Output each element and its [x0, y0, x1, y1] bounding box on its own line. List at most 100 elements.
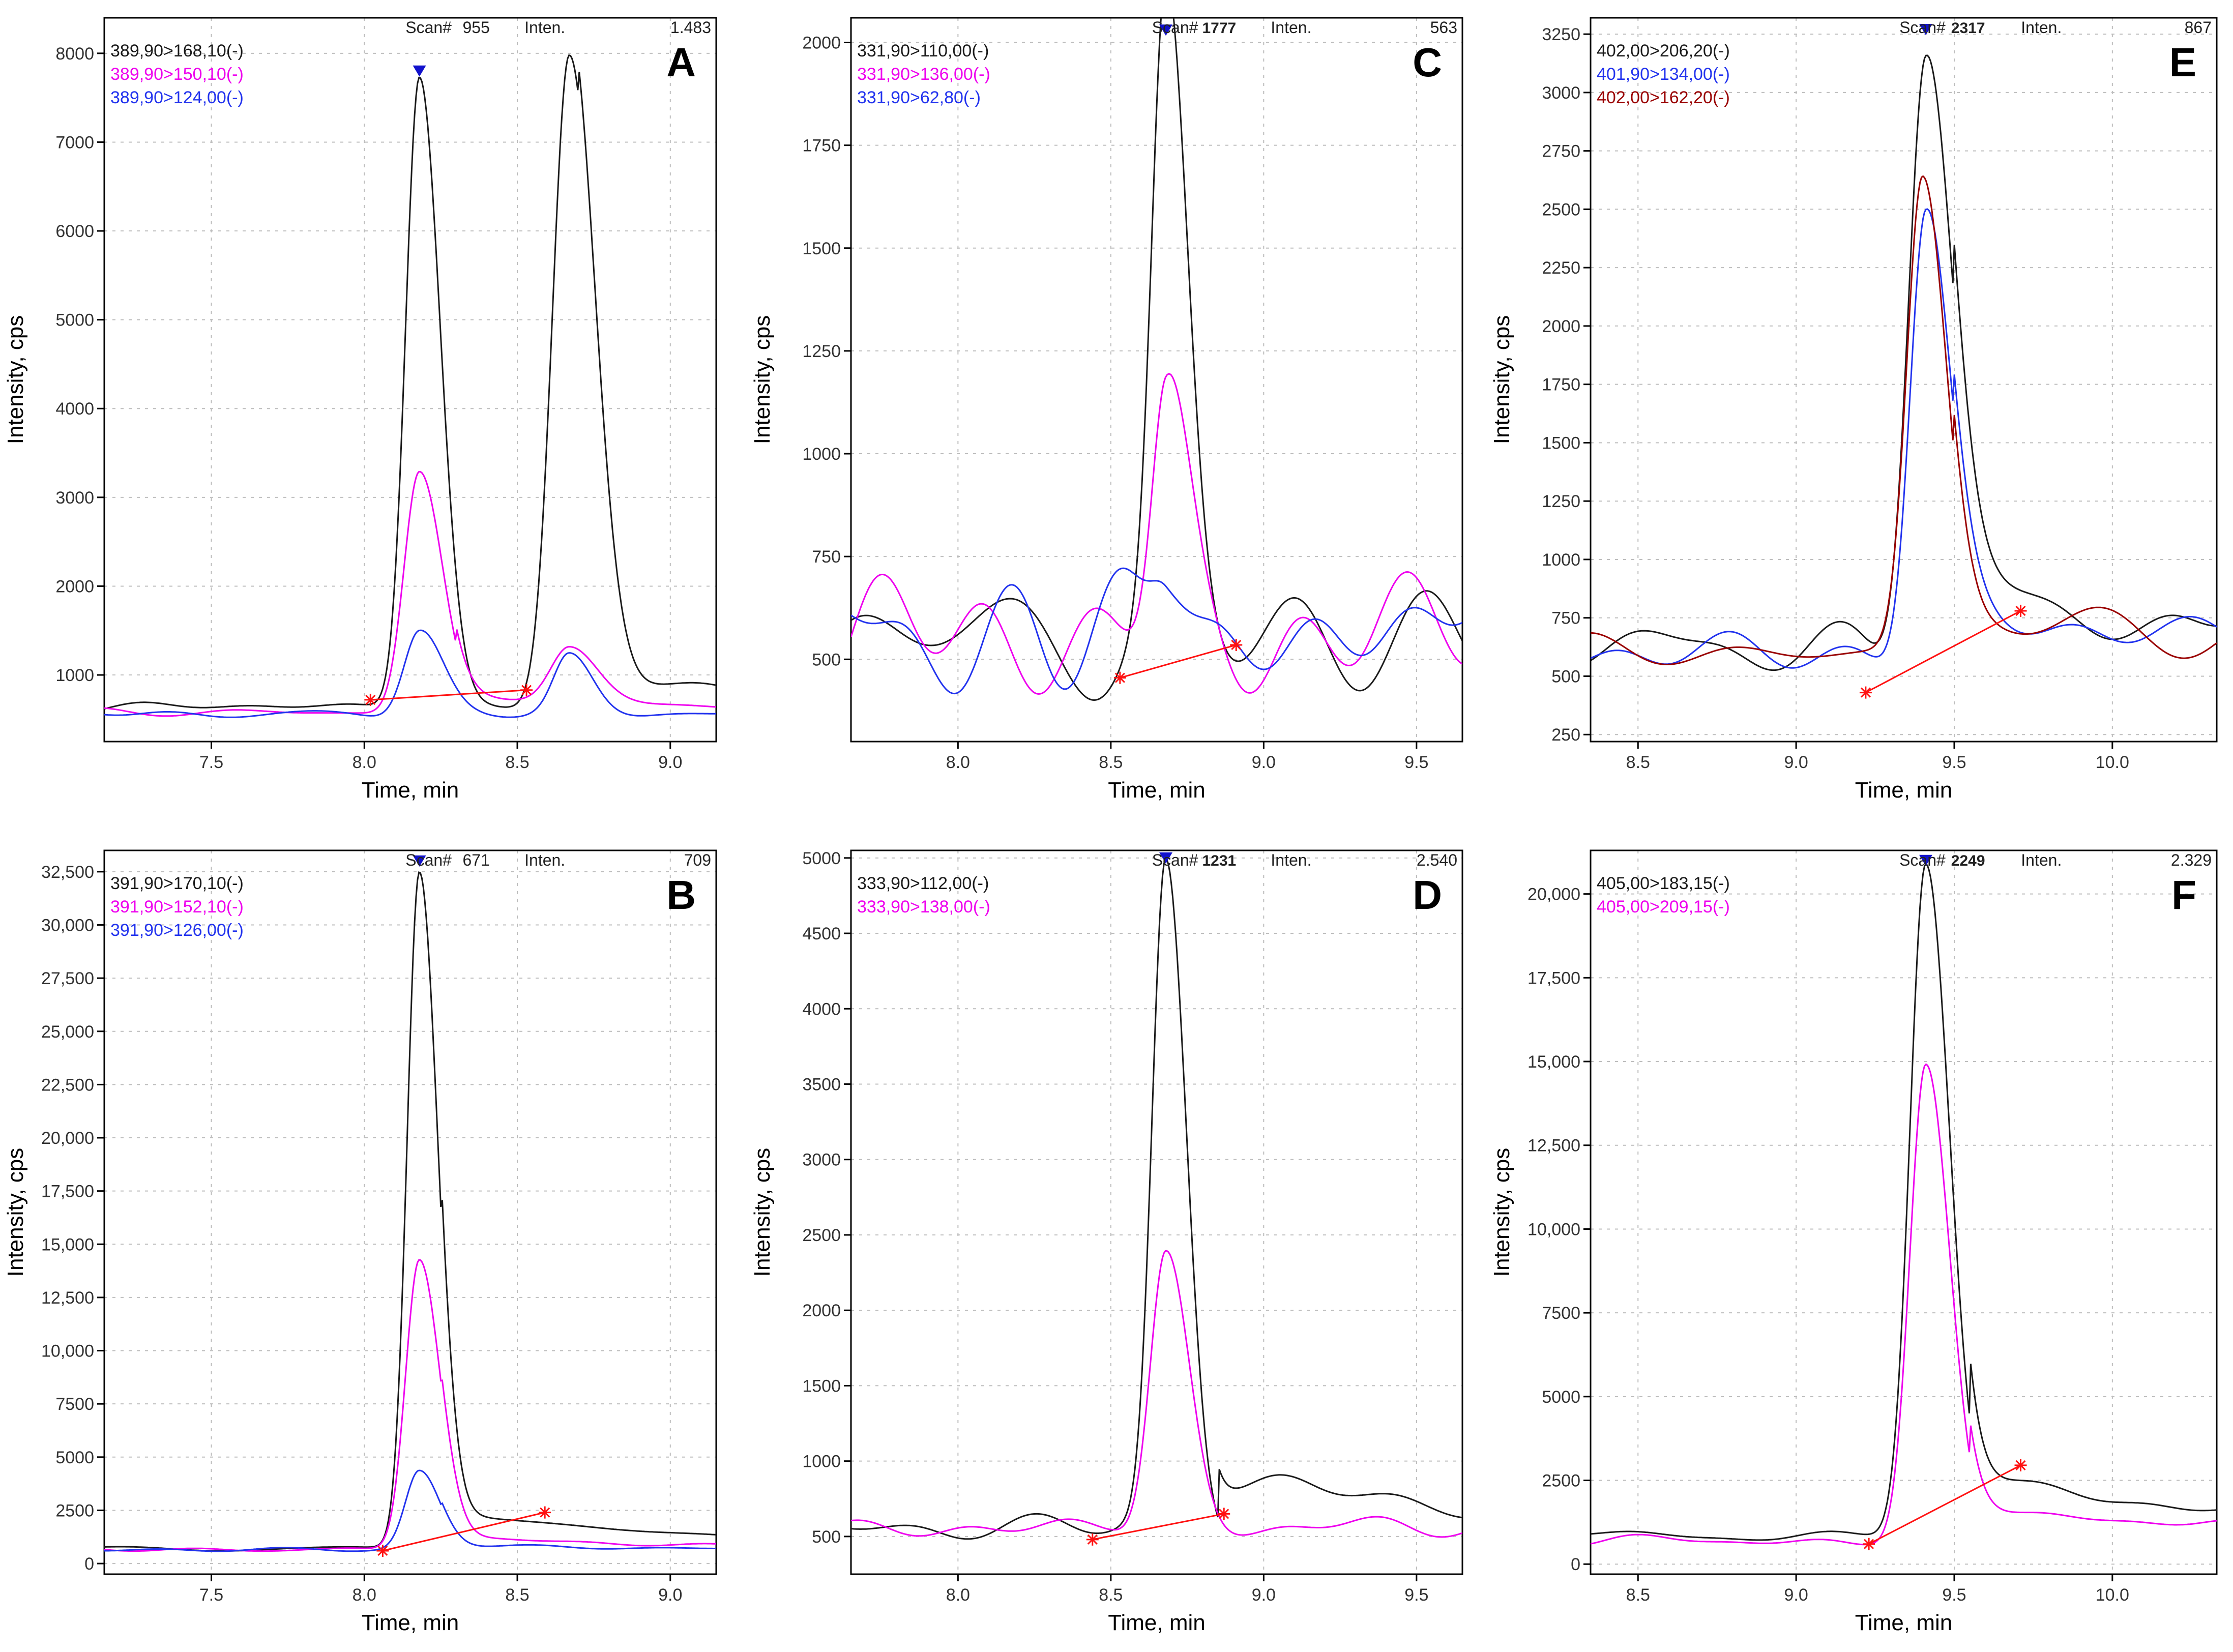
- y-tick-label: 1750: [1542, 375, 1580, 395]
- y-tick-label: 10,000: [41, 1342, 94, 1361]
- baseline-marker: [520, 684, 533, 696]
- inten-label: Inten.: [2021, 18, 2062, 37]
- y-tick-label: 22,500: [41, 1075, 94, 1095]
- series-line: [104, 1469, 716, 1552]
- chart-panel-f: 8.5 9.0 9.5 10.0 0 2500 5000 7500 10,000 12,500 15…: [1489, 849, 2218, 1635]
- x-tick-label: 8.0: [946, 1585, 970, 1605]
- y-tick-label: 1500: [802, 1376, 841, 1396]
- plot-frame: [850, 17, 1463, 743]
- baseline-marker: [1086, 1533, 1099, 1546]
- legend-entry: 331,90>136,00(-): [857, 65, 990, 84]
- y-tick-label: 2750: [1542, 142, 1580, 161]
- y-tick-label: 17,500: [1527, 968, 1580, 988]
- peak-apex-marker: [1919, 854, 1933, 866]
- legend-entry: 331,90>110,00(-): [857, 41, 989, 61]
- panel-letter: F: [2171, 872, 2196, 918]
- x-tick-label: 9.5: [1942, 753, 1966, 772]
- legend-entry: 389,90>124,00(-): [110, 88, 244, 107]
- inten-value: 2.329: [2171, 851, 2212, 869]
- scan-label: Scan#: [405, 18, 452, 37]
- integration-baseline: [370, 689, 527, 701]
- peak-apex-marker: [413, 65, 426, 77]
- y-tick-label: 1500: [802, 239, 841, 258]
- y-tick-label: 12,500: [1527, 1136, 1580, 1156]
- panel-letter: C: [1413, 40, 1442, 85]
- y-tick-label: 3500: [802, 1075, 841, 1095]
- y-tick-label: 1000: [802, 445, 841, 464]
- y-tick-label: 500: [1551, 667, 1580, 686]
- x-tick-label: 8.5: [1626, 1585, 1650, 1605]
- baseline-marker: [1859, 686, 1872, 699]
- y-tick-label: 3000: [1542, 83, 1580, 103]
- y-tick-label: 25,000: [41, 1022, 94, 1042]
- series-line: [1591, 54, 2217, 671]
- series-line: [104, 629, 716, 718]
- x-axis-title: Time, min: [1855, 1610, 1953, 1635]
- baseline-marker: [1113, 671, 1126, 684]
- y-tick-label: 10,000: [1527, 1220, 1580, 1239]
- y-axis-title: Intensity, cps: [750, 1148, 775, 1277]
- panel-letter: E: [2169, 40, 2196, 85]
- legend-entry: 401,90>134,00(-): [1597, 65, 1730, 84]
- y-tick-label: 17,500: [41, 1182, 94, 1201]
- x-tick-label: 7.5: [199, 753, 223, 772]
- baseline-marker: [539, 1506, 551, 1519]
- inten-label: Inten.: [524, 851, 565, 869]
- y-tick-label: 2000: [802, 34, 841, 53]
- y-tick-label: 8000: [55, 44, 94, 64]
- baseline-marker: [376, 1544, 389, 1557]
- inten-value: 709: [684, 851, 711, 869]
- legend-entry: 405,00>183,15(-): [1597, 874, 1730, 893]
- y-tick-label: 7500: [1542, 1304, 1580, 1323]
- scan-value: 671: [462, 851, 489, 869]
- y-tick-label: 5000: [1542, 1388, 1580, 1407]
- y-tick-label: 2500: [55, 1501, 94, 1520]
- y-tick-label: 2000: [55, 577, 94, 596]
- series-line: [851, 1250, 1462, 1538]
- x-tick-label: 8.5: [1099, 1585, 1123, 1605]
- y-tick-label: 12,500: [41, 1288, 94, 1308]
- x-tick-label: 10.0: [2096, 1585, 2129, 1605]
- inten-label: Inten.: [2021, 851, 2062, 869]
- y-tick-label: 0: [1571, 1555, 1580, 1574]
- series-line: [1591, 863, 2217, 1541]
- y-tick-label: 750: [1551, 609, 1580, 628]
- y-tick-label: 20,000: [1527, 885, 1580, 904]
- x-axis-title: Time, min: [1108, 778, 1206, 803]
- series-line: [104, 871, 716, 1552]
- series-line: [1591, 1063, 2217, 1546]
- y-tick-label: 3000: [802, 1150, 841, 1170]
- scan-label: Scan#: [405, 851, 452, 869]
- x-tick-label: 8.5: [505, 1585, 529, 1605]
- x-tick-label: 10.0: [2096, 753, 2129, 772]
- scan-value: 1231: [1202, 852, 1237, 869]
- y-tick-label: 5000: [55, 311, 94, 330]
- series-line: [1591, 208, 2217, 669]
- chart-panel-b: 7.5 8.0 8.5 9.0 0 2500 5000 7500 10,000 12,500 15,…: [3, 849, 717, 1635]
- x-tick-label: 9.0: [658, 1585, 682, 1605]
- baseline-marker: [364, 693, 377, 706]
- y-axis-title: Intensity, cps: [3, 1148, 28, 1277]
- series-line: [851, 373, 1462, 695]
- legend-entry: 389,90>168,10(-): [110, 41, 244, 61]
- x-tick-label: 9.0: [1252, 753, 1276, 772]
- peak-apex-marker: [1159, 24, 1173, 36]
- y-tick-label: 30,000: [41, 916, 94, 935]
- y-tick-label: 0: [84, 1554, 94, 1574]
- y-tick-label: 1250: [1542, 492, 1580, 511]
- x-axis-title: Time, min: [362, 778, 459, 803]
- y-tick-label: 7000: [55, 133, 94, 152]
- chart-panel-a: 7.5 8.0 8.5 9.0 1000 2000 3000 4000 5000 6000 7000…: [3, 17, 717, 803]
- series-line: [1591, 175, 2217, 665]
- panel-letter: B: [666, 872, 696, 918]
- x-tick-label: 8.5: [1099, 753, 1123, 772]
- y-tick-label: 7500: [55, 1395, 94, 1414]
- x-tick-label: 9.5: [1404, 1585, 1428, 1605]
- baseline-marker: [1863, 1538, 1875, 1550]
- y-tick-label: 2250: [1542, 258, 1580, 278]
- y-axis-title: Intensity, cps: [750, 315, 775, 445]
- peak-apex-marker: [413, 855, 426, 867]
- scan-label: Scan#: [1152, 851, 1198, 869]
- plot-frame: [103, 849, 717, 1575]
